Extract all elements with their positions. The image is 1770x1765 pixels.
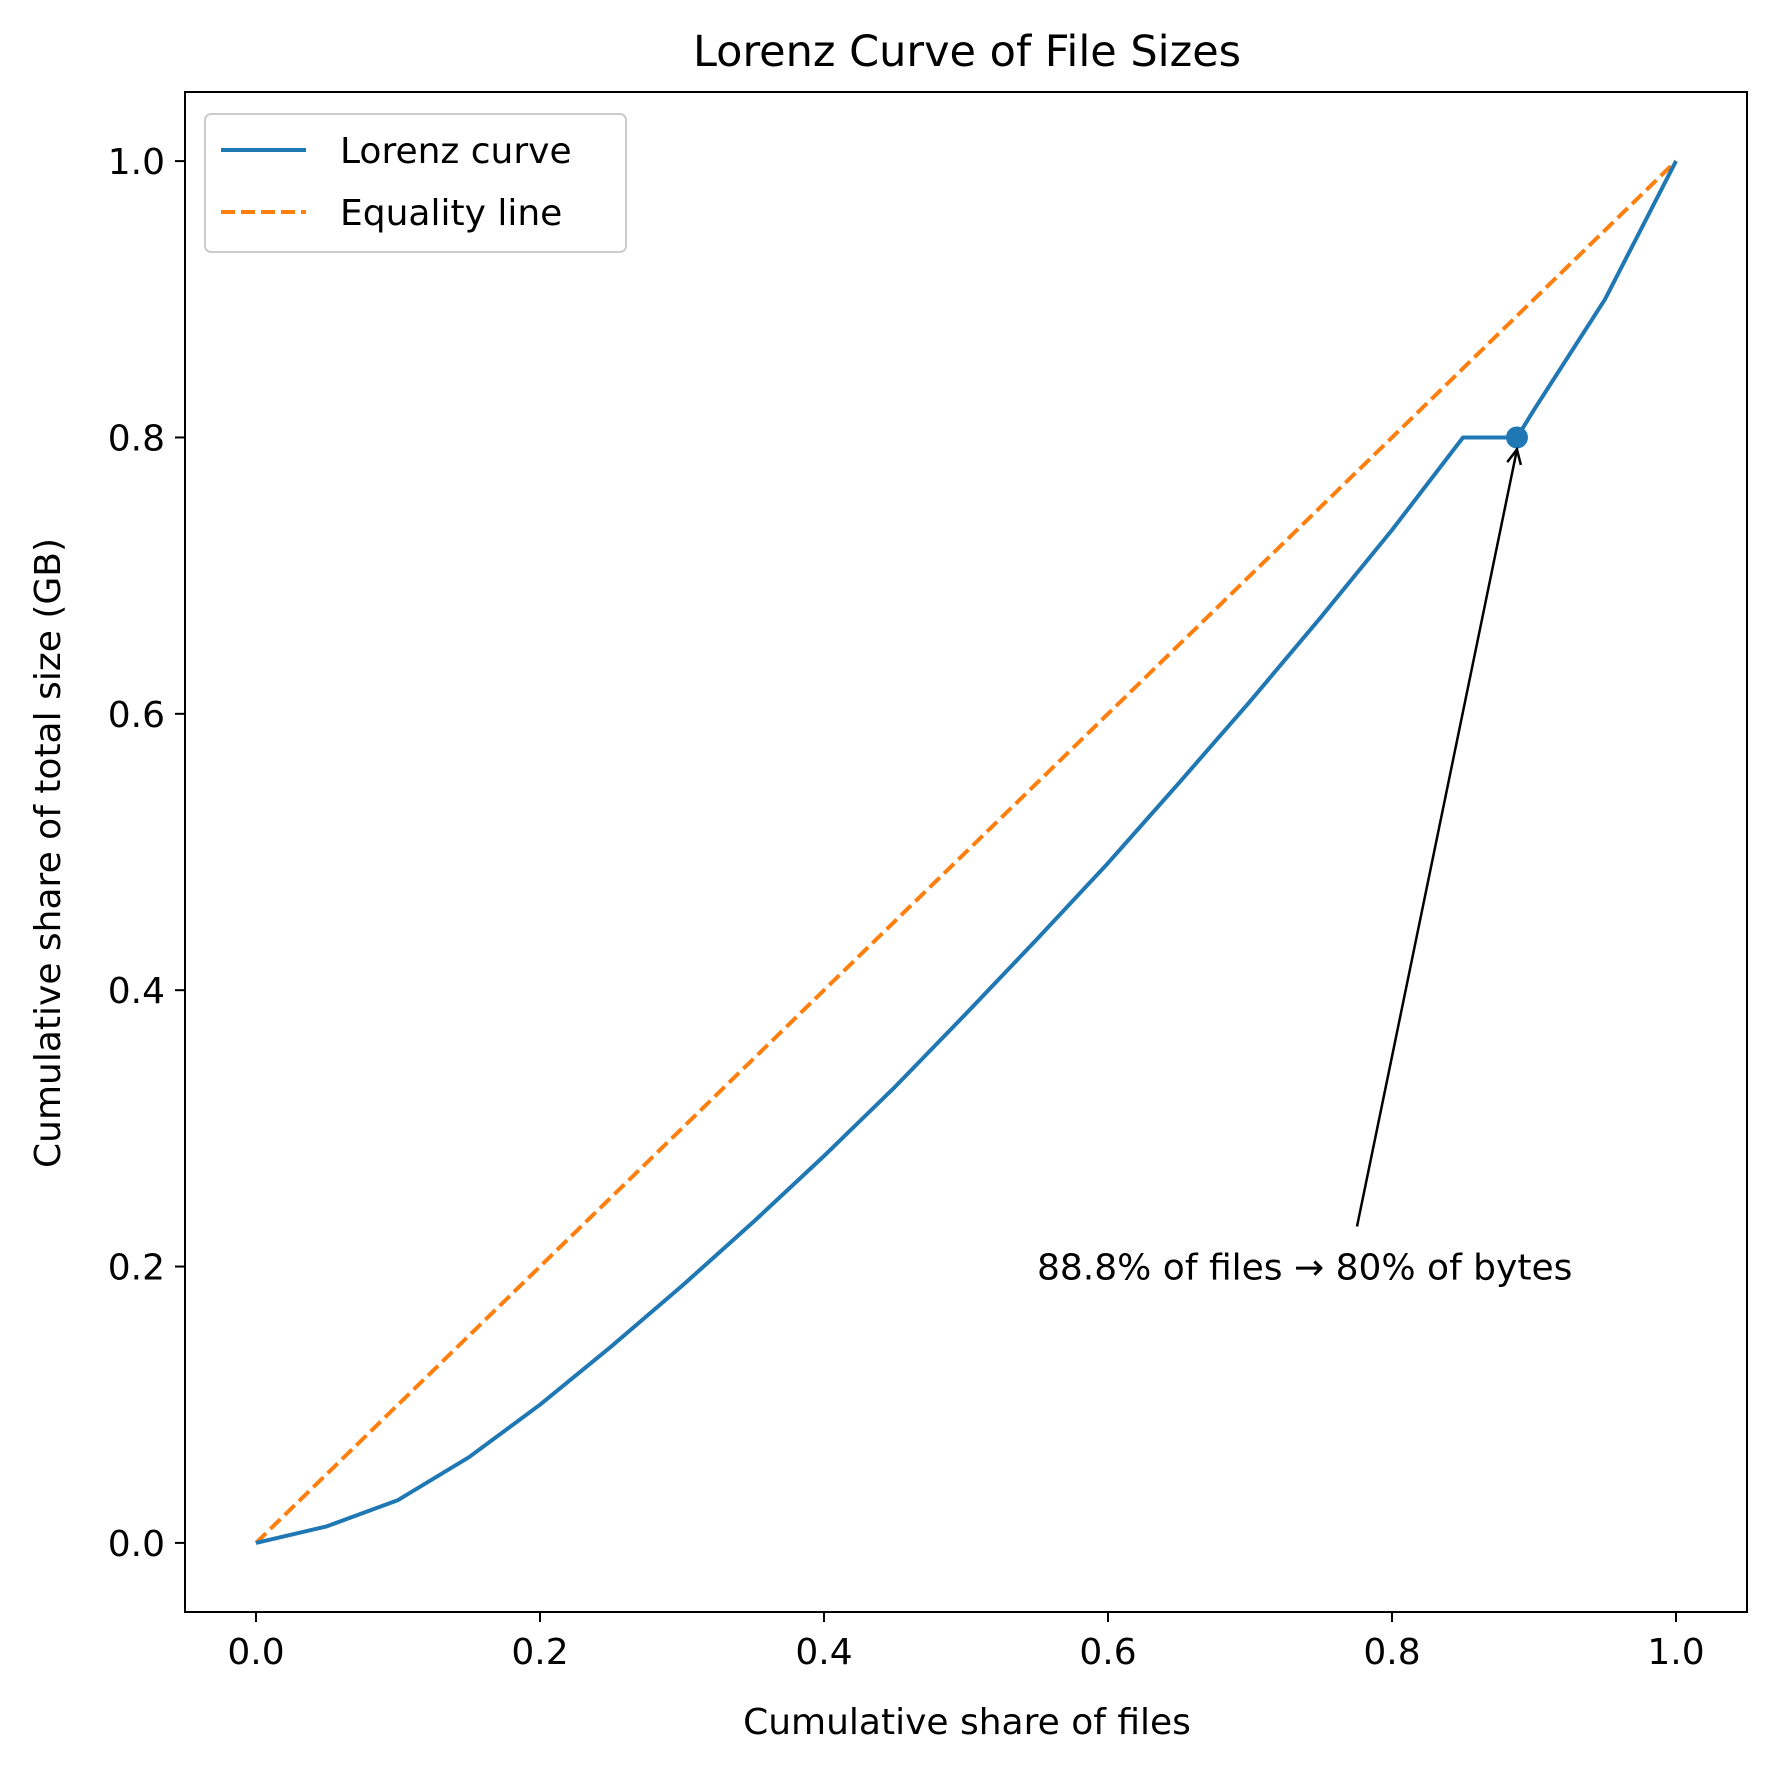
plot-area-frame [184,91,1748,1613]
legend-label-lorenz: Lorenz curve [340,131,572,172]
x-tick-label: 0.4 [795,1632,852,1673]
x-tick-label: 1.0 [1647,1632,1704,1673]
legend-label-equality: Equality line [340,193,562,234]
x-tick-label: 0.2 [511,1632,568,1673]
chart-title: Lorenz Curve of File Sizes [693,27,1241,77]
legend-box [204,113,627,253]
series-line-equality [254,159,1678,1545]
annotation-layer: 88.8% of files → 80% of bytes [1037,426,1572,1289]
highlight-point [1505,426,1528,449]
y-tick-label: 0.6 [108,695,165,736]
annotation-arrow-shaft [1355,449,1519,1227]
legend: Lorenz curve Equality line [204,113,627,253]
y-tick-label: 1.0 [108,142,165,183]
y-tick-label: 0.2 [108,1248,165,1289]
y-tick-label: 0.0 [108,1524,165,1565]
y-tick-label: 0.4 [108,971,165,1012]
series-line-lorenz [255,160,1678,1545]
series-layer [254,159,1678,1545]
y-tick-label: 0.8 [108,418,165,459]
x-axis-label: Cumulative share of files [743,1702,1191,1743]
x-tick-label: 0.8 [1363,1632,1420,1673]
y-axis-label: Cumulative share of total size (GB) [28,538,69,1168]
annotation-text: 88.8% of files → 80% of bytes [1037,1248,1572,1289]
x-tick-label: 0.6 [1079,1632,1136,1673]
axis-ticks: 0.0 0.2 0.4 0.6 0.8 1.0 0.0 0.2 0.4 0.6 0.8 1.0 [108,142,1705,1673]
x-tick-label: 0.0 [227,1632,284,1673]
annotation-arrow-head [1506,446,1523,466]
